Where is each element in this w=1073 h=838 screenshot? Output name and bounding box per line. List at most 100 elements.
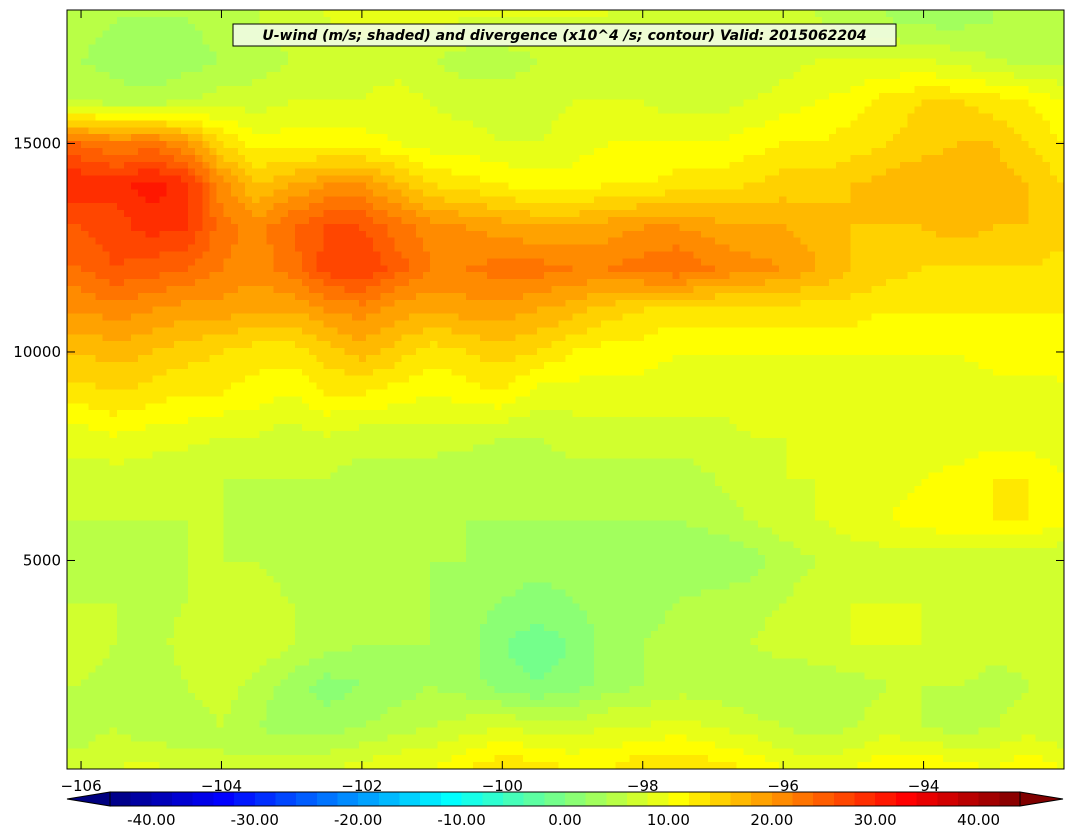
field-cell xyxy=(665,230,673,239)
field-cell xyxy=(430,237,438,246)
field-cell xyxy=(700,141,709,149)
field-cell xyxy=(928,217,937,225)
field-cell xyxy=(508,223,517,232)
field-cell xyxy=(237,237,246,246)
field-cell xyxy=(487,113,495,121)
field-cell xyxy=(643,134,652,142)
field-cell xyxy=(907,223,916,232)
field-cell xyxy=(74,161,82,170)
field-cell xyxy=(1007,182,1015,190)
field-cell xyxy=(658,16,666,25)
field-cell xyxy=(529,148,538,156)
field-cell xyxy=(921,223,930,232)
field-cell xyxy=(437,154,446,163)
field-cell xyxy=(415,99,424,108)
field-cell xyxy=(544,127,552,135)
field-cell xyxy=(786,72,794,80)
field-cell xyxy=(672,217,681,225)
field-cell xyxy=(430,10,438,18)
field-cell xyxy=(921,203,930,211)
field-cell xyxy=(116,182,125,190)
field-cell xyxy=(273,44,282,52)
field-cell xyxy=(487,120,495,128)
field-cell xyxy=(358,16,367,25)
field-cell xyxy=(935,99,944,108)
field-cell xyxy=(81,141,89,149)
field-cell xyxy=(914,210,923,218)
field-cell xyxy=(800,175,809,184)
field-cell xyxy=(857,230,866,239)
field-cell xyxy=(878,120,887,128)
field-cell xyxy=(942,16,951,25)
field-cell xyxy=(643,148,652,156)
field-cell xyxy=(280,79,289,87)
field-cell xyxy=(123,72,132,80)
field-cell xyxy=(302,10,310,18)
field-cell xyxy=(437,10,446,18)
field-cell xyxy=(437,85,446,94)
field-cell xyxy=(878,175,887,184)
field-cell xyxy=(480,10,488,18)
field-cell xyxy=(565,65,574,73)
field-cell xyxy=(230,113,239,121)
field-cell xyxy=(700,182,709,190)
field-cell xyxy=(743,210,752,218)
field-cell xyxy=(700,79,709,87)
field-cell xyxy=(999,85,1008,94)
field-cell xyxy=(1049,23,1058,32)
field-cell xyxy=(650,182,659,190)
field-cell xyxy=(529,51,538,59)
field-cell xyxy=(494,85,503,94)
field-cell xyxy=(672,154,681,163)
field-cell xyxy=(1014,196,1022,204)
field-cell xyxy=(586,230,595,239)
field-cell xyxy=(914,44,923,52)
field-cell xyxy=(451,65,460,73)
field-cell xyxy=(287,99,296,108)
field-cell xyxy=(380,203,389,211)
field-cell xyxy=(330,58,339,66)
field-cell xyxy=(202,154,211,163)
field-cell xyxy=(102,85,111,94)
field-cell xyxy=(294,99,303,108)
field-cell xyxy=(900,106,908,115)
field-cell xyxy=(707,92,716,101)
field-cell xyxy=(643,161,652,170)
field-cell xyxy=(444,99,453,108)
field-cell xyxy=(237,168,246,177)
field-cell xyxy=(451,210,460,218)
field-cell xyxy=(992,141,1001,149)
field-cell xyxy=(1007,148,1015,156)
field-cell xyxy=(344,79,353,87)
field-cell xyxy=(394,175,403,184)
field-cell xyxy=(88,85,97,94)
field-cell xyxy=(309,161,317,170)
field-cell xyxy=(188,217,196,225)
field-cell xyxy=(907,92,916,101)
field-cell xyxy=(772,230,780,239)
field-cell xyxy=(209,223,218,232)
field-cell xyxy=(593,196,602,204)
field-cell xyxy=(152,141,161,149)
field-cell xyxy=(914,72,923,80)
field-cell xyxy=(999,127,1008,135)
field-cell xyxy=(423,189,431,197)
field-cell xyxy=(1007,58,1015,66)
field-cell xyxy=(772,223,780,232)
field-cell xyxy=(686,251,695,259)
field-cell xyxy=(223,251,232,259)
field-cell xyxy=(494,58,503,66)
field-cell xyxy=(1035,37,1044,46)
field-cell xyxy=(857,203,866,211)
field-cell xyxy=(373,44,381,52)
field-cell xyxy=(700,16,709,25)
field-cell xyxy=(266,210,275,218)
field-cell xyxy=(1035,127,1044,135)
field-cell xyxy=(1056,127,1064,135)
field-cell xyxy=(850,203,859,211)
field-cell xyxy=(394,168,403,177)
field-cell xyxy=(935,141,944,149)
field-cell xyxy=(622,148,631,156)
field-cell xyxy=(159,99,168,108)
field-cell xyxy=(487,203,495,211)
